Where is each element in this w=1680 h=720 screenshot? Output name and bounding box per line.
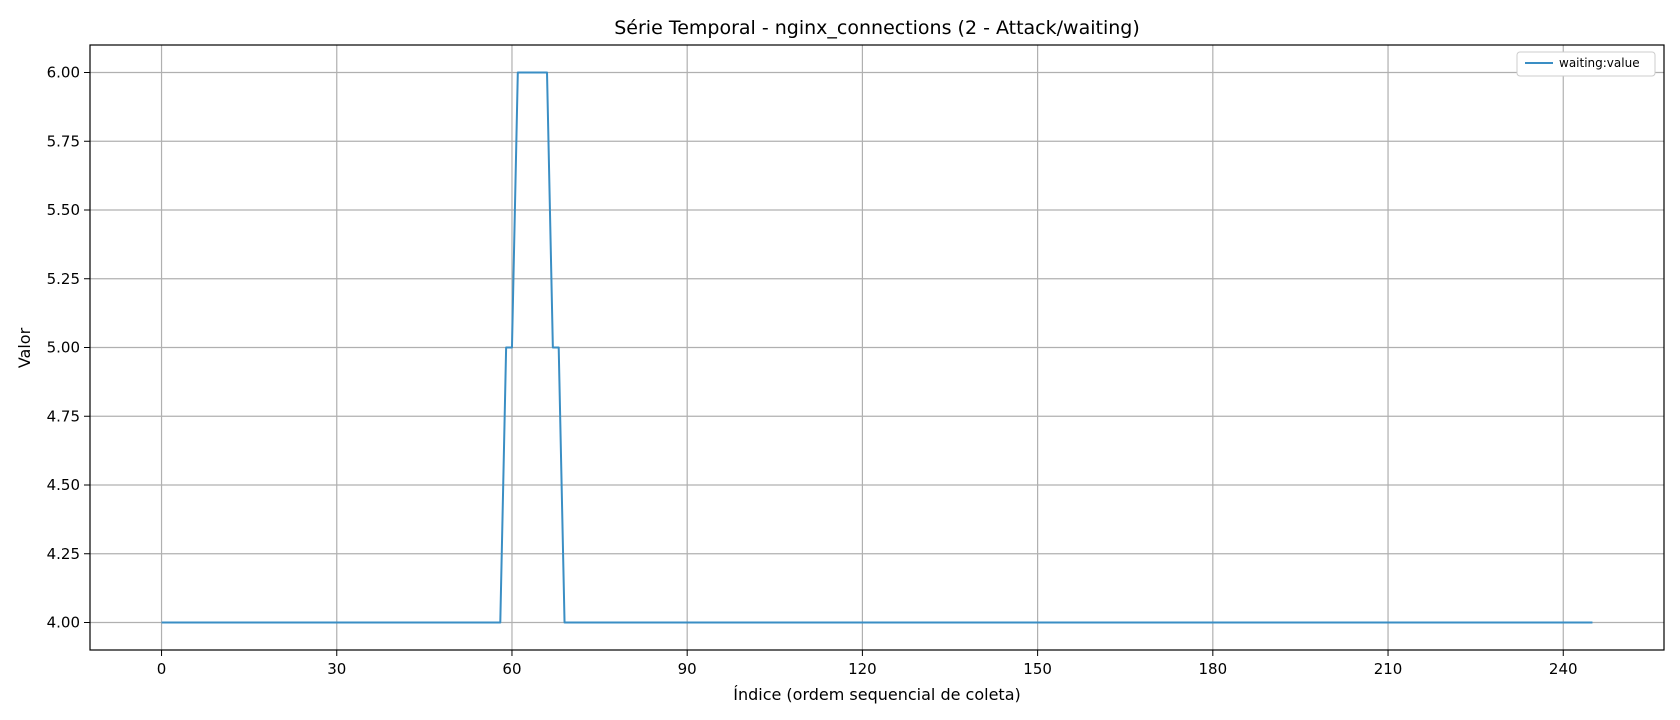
series-line: [161, 71, 1593, 624]
y-tick-label: 4.75: [47, 407, 80, 425]
legend-label: waiting:value: [1559, 56, 1640, 70]
chart-title: Série Temporal - nginx_connections (2 - …: [614, 17, 1140, 39]
x-tick-label: 120: [848, 660, 877, 678]
y-axis: 4.00 4.25 4.50 4.75 5.00 5.25 5.50 5.75 6.00: [47, 64, 90, 632]
y-tick-label: 5.75: [47, 132, 80, 150]
series-layer: [161, 71, 1593, 624]
y-tick-label: 4.25: [47, 545, 80, 563]
x-tick-label: 0: [157, 660, 167, 678]
x-tick-label: 30: [327, 660, 346, 678]
legend-box: [1516, 51, 1656, 77]
x-tick-label: 90: [678, 660, 697, 678]
y-tick-label: 5.25: [47, 270, 80, 288]
x-tick-label: 180: [1199, 660, 1228, 678]
x-tick-label: 60: [502, 660, 521, 678]
y-tick-label: 4.00: [47, 614, 80, 632]
y-tick-label: 5.50: [47, 201, 80, 219]
x-axis: 0 30 60 90 120 150 180 210 240: [157, 650, 1578, 678]
legend: waiting:value: [1516, 51, 1656, 77]
y-tick-label: 5.00: [47, 339, 80, 357]
x-axis-label: Índice (ordem sequencial de coleta): [733, 685, 1021, 704]
x-tick-label: 240: [1549, 660, 1578, 678]
y-tick-label: 6.00: [47, 64, 80, 82]
x-tick-label: 150: [1023, 660, 1052, 678]
y-tick-label: 4.50: [47, 476, 80, 494]
x-tick-label: 210: [1374, 660, 1403, 678]
y-axis-label: Valor: [15, 327, 34, 368]
grid: [90, 45, 1664, 650]
